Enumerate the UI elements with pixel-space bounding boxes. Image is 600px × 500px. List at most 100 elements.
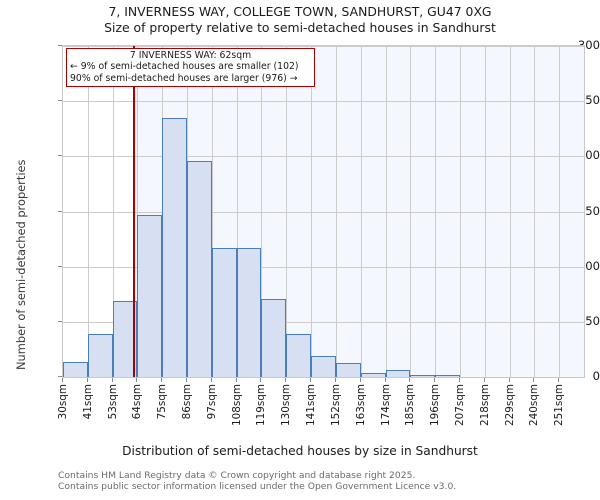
- x-axis-tick-label: 130sqm: [280, 384, 293, 426]
- x-axis-tick-label: 53sqm: [106, 384, 119, 420]
- histogram-bar: [211, 247, 237, 377]
- gridline-vertical: [360, 46, 362, 377]
- chart-subtitle: Size of property relative to semi-detach…: [104, 20, 496, 35]
- gridline-vertical: [534, 46, 536, 377]
- x-axis-tick-label: 229sqm: [503, 384, 516, 426]
- x-axis-tick-label: 251sqm: [553, 384, 566, 426]
- chart-title-block: 7, INVERNESS WAY, COLLEGE TOWN, SANDHURS…: [0, 4, 600, 36]
- annotation-larger-row: 90% of semi-detached houses are larger (…: [70, 72, 298, 84]
- y-axis-tick-mark: [58, 265, 62, 267]
- x-axis-tick-mark: [409, 378, 411, 382]
- x-axis-tick-mark: [235, 378, 237, 382]
- y-axis-tick-mark: [58, 100, 62, 102]
- x-axis-label: Distribution of semi-detached houses by …: [122, 444, 478, 458]
- x-axis-tick-mark: [285, 378, 287, 382]
- histogram-bar: [286, 333, 312, 377]
- x-axis-tick-mark: [136, 378, 138, 382]
- annotation-callout: 7 INVERNESS WAY: 62sqm ← 9% of semi-deta…: [66, 48, 315, 87]
- x-axis-tick-label: 141sqm: [305, 384, 318, 426]
- x-axis-tick-mark: [210, 378, 212, 382]
- x-axis-tick-label: 119sqm: [255, 384, 268, 426]
- x-axis-tick-mark: [334, 378, 336, 382]
- x-axis-tick-mark: [62, 378, 63, 382]
- x-axis-tick-label: 30sqm: [57, 384, 69, 420]
- histogram-bar: [410, 374, 436, 377]
- x-axis-tick-label: 196sqm: [429, 384, 442, 426]
- footer-attribution: Contains HM Land Registry data © Crown c…: [58, 470, 456, 493]
- footer-line-1: Contains HM Land Registry data © Crown c…: [58, 470, 416, 481]
- histogram-bar: [261, 298, 287, 377]
- x-axis-tick-mark: [384, 378, 386, 382]
- gridline-vertical: [459, 46, 461, 377]
- histogram-bar: [385, 370, 411, 377]
- gridline-horizontal: [63, 101, 584, 103]
- y-axis-tick-mark: [58, 320, 62, 322]
- gridline-horizontal: [63, 156, 584, 158]
- histogram-bar: [87, 333, 113, 377]
- gridline-vertical: [137, 46, 139, 377]
- x-axis-tick-label: 174sqm: [379, 384, 392, 426]
- y-axis-label: Number of semi-detached properties: [14, 159, 28, 370]
- gridline-vertical: [385, 46, 387, 377]
- x-axis-tick-label: 240sqm: [528, 384, 541, 426]
- x-axis-tick-label: 41sqm: [81, 384, 94, 420]
- y-axis-tick-label: 50: [585, 313, 600, 328]
- gridline-vertical: [435, 46, 437, 377]
- x-axis-tick-mark: [111, 378, 113, 382]
- x-axis-tick-mark: [508, 378, 510, 382]
- x-axis-tick-mark: [186, 378, 188, 382]
- histogram-bar: [63, 361, 88, 377]
- gridline-vertical: [112, 46, 114, 377]
- gridline-vertical: [335, 46, 337, 377]
- gridline-vertical: [559, 46, 561, 377]
- plot-area: [62, 45, 585, 378]
- x-axis-tick-mark: [483, 378, 485, 382]
- histogram-bar: [360, 372, 386, 377]
- x-axis-tick-label: 163sqm: [354, 384, 367, 426]
- histogram-bar: [162, 117, 188, 377]
- x-axis-tick-label: 86sqm: [181, 384, 194, 420]
- gridline-vertical: [286, 46, 288, 377]
- annotation-smaller-row: ← 9% of semi-detached houses are smaller…: [70, 61, 299, 72]
- y-axis-tick-mark: [58, 376, 62, 377]
- x-axis-tick-label: 64sqm: [131, 384, 144, 420]
- y-axis-tick-mark: [58, 155, 62, 157]
- gridline-vertical: [311, 46, 313, 377]
- histogram-bar: [236, 247, 262, 377]
- footer-line-2: Contains public sector information licen…: [58, 481, 457, 493]
- gridline-vertical: [484, 46, 486, 377]
- x-axis-tick-mark: [558, 378, 560, 382]
- y-axis-tick-mark: [58, 210, 62, 212]
- y-axis-tick-label: 0: [592, 369, 600, 383]
- page-title: 7, INVERNESS WAY, COLLEGE TOWN, SANDHURS…: [108, 4, 492, 19]
- gridline-vertical: [410, 46, 412, 377]
- histogram-bar: [435, 374, 460, 377]
- x-axis-tick-label: 97sqm: [205, 384, 218, 420]
- gridline-vertical: [211, 46, 213, 377]
- histogram-bar: [187, 160, 212, 377]
- x-axis-tick-label: 207sqm: [453, 384, 466, 426]
- x-axis-tick-mark: [533, 378, 535, 382]
- x-axis-tick-mark: [359, 378, 361, 382]
- gridline-horizontal: [63, 321, 584, 323]
- x-axis-tick-label: 218sqm: [478, 384, 491, 426]
- gridline-vertical: [509, 46, 511, 377]
- x-axis-tick-label: 75sqm: [156, 384, 169, 420]
- annotation-title: 7 INVERNESS WAY: 62sqm: [129, 50, 252, 61]
- x-axis-tick-mark: [310, 378, 312, 382]
- x-axis-tick-label: 152sqm: [329, 384, 342, 426]
- x-axis-tick-mark: [86, 378, 88, 382]
- gridline-horizontal: [63, 46, 584, 47]
- histogram-bar: [335, 362, 361, 377]
- gridline-horizontal: [63, 266, 584, 268]
- x-axis-tick-label: 185sqm: [404, 384, 417, 426]
- histogram-bar: [311, 356, 336, 377]
- gridline-vertical: [261, 46, 263, 377]
- x-axis-tick-mark: [260, 378, 262, 382]
- property-size-marker-line: [132, 46, 135, 377]
- gridline-vertical: [87, 46, 89, 377]
- gridline-horizontal: [63, 211, 584, 213]
- x-axis-tick-mark: [458, 378, 460, 382]
- histogram-bar: [137, 214, 163, 377]
